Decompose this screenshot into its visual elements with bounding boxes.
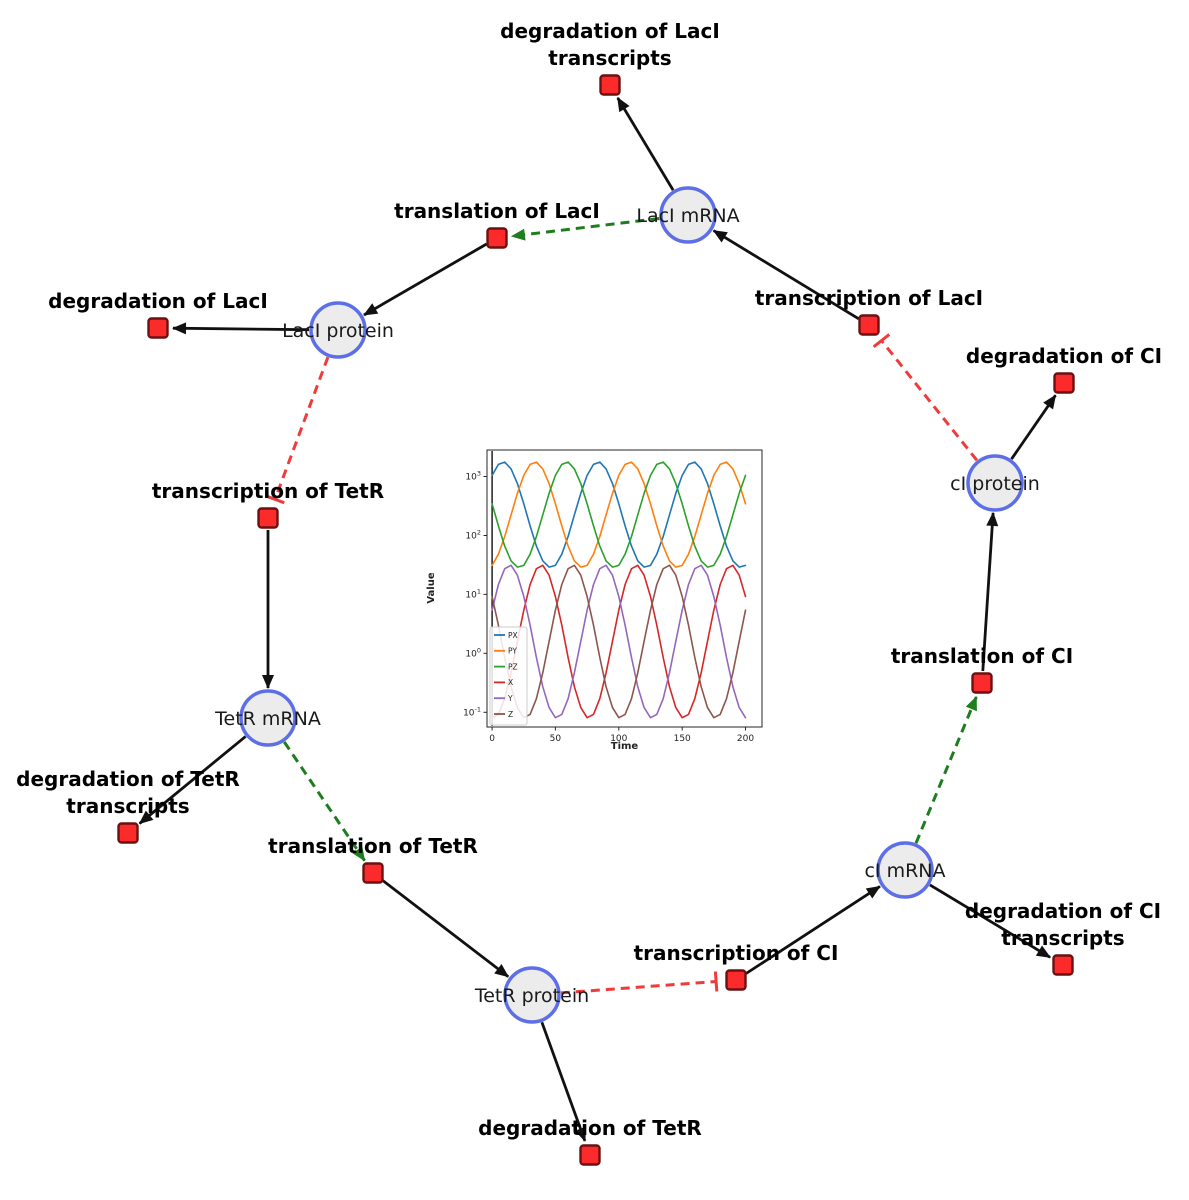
x-axis-label: Time xyxy=(611,741,639,752)
reaction-node-deg-laci xyxy=(147,317,169,339)
edge-tetr-protein-deg-tetr xyxy=(540,1021,587,1142)
reaction-label-transl-tetr: translation of TetR xyxy=(268,834,478,858)
reaction-node-transl-laci xyxy=(486,227,508,249)
edge-ci-protein-deg-ci xyxy=(1010,394,1057,460)
reaction-label-txn-tetr: transcription of TetR xyxy=(152,479,384,503)
legend-label-X: X xyxy=(508,678,513,687)
reaction-label-deg-tetr: degradation of TetR xyxy=(478,1116,702,1140)
species-label-ci-protein: cI protein xyxy=(950,473,1040,495)
edge-laci-mrna-transl-laci xyxy=(510,217,660,241)
x-tick-label: 200 xyxy=(737,734,754,744)
edge-ci-mrna-deg-ci-tx xyxy=(929,883,1051,959)
chart-series-Y xyxy=(491,564,747,719)
x-tick-label: 50 xyxy=(550,734,562,744)
legend-label-PY: PY xyxy=(508,647,517,656)
y-axis-label: Value xyxy=(426,572,437,603)
legend-label-PX: PX xyxy=(508,631,518,640)
edge-ci-protein-txn-laci xyxy=(872,333,979,462)
species-label-laci-protein: LacI protein xyxy=(282,320,394,342)
edge-tetr-protein-txn-ci xyxy=(560,971,719,995)
species-node-tetr-protein xyxy=(503,966,561,1024)
edge-laci-protein-deg-laci xyxy=(172,322,310,335)
species-label-tetr-mrna: TetR mRNA xyxy=(214,708,321,730)
y-tick-label: 10-1 xyxy=(463,705,481,718)
chart-series-PY xyxy=(491,461,747,568)
species-label-tetr-protein: TetR protein xyxy=(474,985,589,1007)
chart-series-Z xyxy=(491,564,747,719)
reaction-label-deg-tetr-tx: transcripts xyxy=(66,794,189,818)
legend-label-Z: Z xyxy=(508,710,513,719)
edge-transl-laci-laci-protein xyxy=(363,242,488,317)
reaction-node-deg-tetr-tx xyxy=(117,822,139,844)
y-tick-label: 100 xyxy=(465,646,481,659)
nodes-layer: degradation of LacI transcripts translatio… xyxy=(16,19,1162,1166)
reaction-label-deg-laci: degradation of LacI xyxy=(48,289,268,313)
x-tick-label: 150 xyxy=(674,734,691,744)
chart-series-PX xyxy=(491,461,747,568)
reaction-node-deg-tetr xyxy=(579,1144,601,1166)
y-tick-label: 103 xyxy=(465,470,481,483)
species-label-ci-mrna: cI mRNA xyxy=(864,860,945,882)
species-node-ci-mrna xyxy=(876,841,934,899)
reaction-label-deg-ci-tx: transcripts xyxy=(1001,926,1124,950)
chart-legend: PX PY PZ XYZ xyxy=(489,626,528,726)
reaction-node-txn-tetr xyxy=(257,507,279,529)
edges-layer xyxy=(138,97,1057,1142)
reaction-node-deg-ci xyxy=(1053,372,1075,394)
reaction-label-deg-ci-tx: degradation of CI xyxy=(965,899,1161,923)
reaction-label-deg-laci-tx: transcripts xyxy=(548,46,671,70)
legend-label-PZ: PZ xyxy=(508,662,518,671)
chart-series-X xyxy=(491,564,747,719)
y-tick-label: 102 xyxy=(465,529,481,542)
reaction-label-deg-ci: degradation of CI xyxy=(966,344,1162,368)
species-node-laci-mrna xyxy=(659,186,717,244)
inset-chart: 0 50 100 150 200 10-1 100 101 102 103 PX PY PZ XYZ xyxy=(463,449,763,744)
reaction-node-transl-tetr xyxy=(362,862,384,884)
reaction-node-deg-ci-tx xyxy=(1052,954,1074,976)
reaction-label-deg-laci-tx: degradation of LacI xyxy=(500,19,720,43)
reaction-node-deg-laci-tx xyxy=(599,74,621,96)
chart-series-PZ xyxy=(491,461,747,568)
x-tick-label: 0 xyxy=(489,734,495,744)
reaction-label-deg-tetr-tx: degradation of TetR xyxy=(16,767,240,791)
reaction-node-txn-laci xyxy=(858,314,880,336)
legend-label-Y: Y xyxy=(507,694,513,703)
edge-tetr-mrna-transl-tetr xyxy=(283,741,366,862)
reaction-label-txn-laci: transcription of LacI xyxy=(755,286,983,310)
edge-laci-protein-txn-tetr xyxy=(265,356,330,505)
reaction-label-txn-ci: transcription of CI xyxy=(634,941,839,965)
edge-txn-ci-ci-mrna xyxy=(745,885,881,975)
reaction-label-transl-laci: translation of LacI xyxy=(394,199,600,223)
reaction-node-transl-ci xyxy=(971,672,993,694)
edge-laci-mrna-deg-laci-tx xyxy=(616,97,675,191)
y-tick-label: 101 xyxy=(465,587,481,600)
edge-transl-ci-ci-protein xyxy=(981,511,999,672)
reaction-node-txn-ci xyxy=(725,969,747,991)
species-node-tetr-mrna xyxy=(239,689,297,747)
edge-ci-mrna-transl-ci xyxy=(914,695,978,844)
x-tick-label: 100 xyxy=(610,734,627,744)
edge-tetr-mrna-deg-tetr-tx xyxy=(138,735,247,825)
species-node-laci-protein xyxy=(309,301,367,359)
species-label-laci-mrna: LacI mRNA xyxy=(636,205,739,227)
species-node-ci-protein xyxy=(966,454,1024,512)
edge-txn-laci-laci-mrna xyxy=(712,229,860,320)
edge-transl-tetr-tetr-protein xyxy=(381,879,510,978)
reaction-label-transl-ci: translation of CI xyxy=(891,644,1073,668)
